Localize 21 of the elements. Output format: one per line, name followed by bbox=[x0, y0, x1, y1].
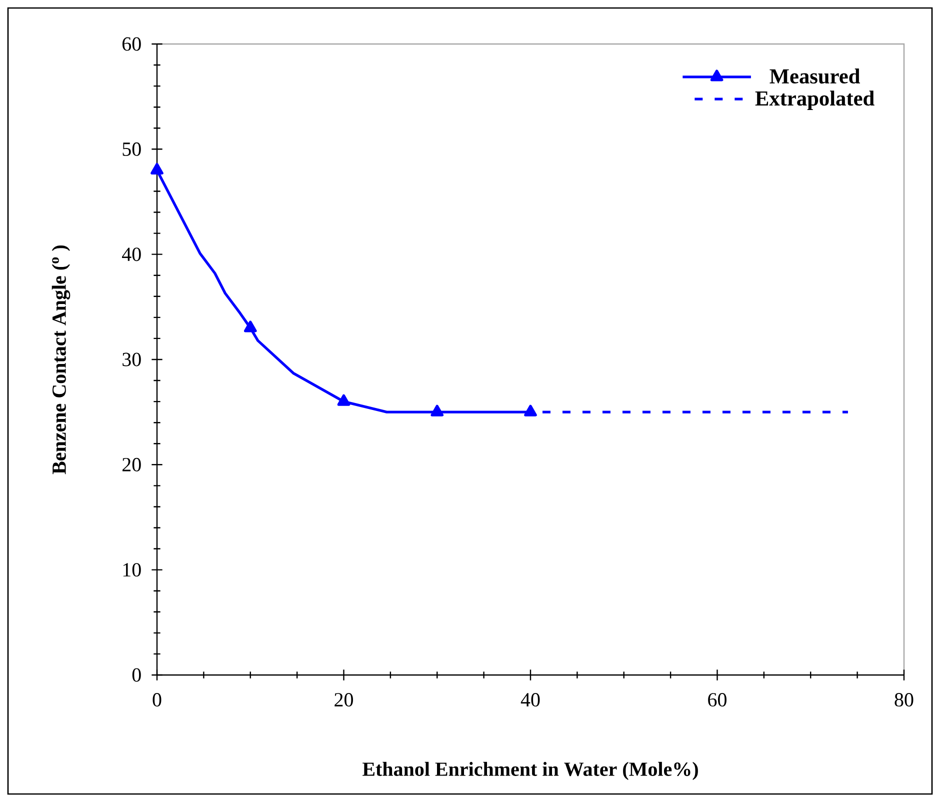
x-tick-label: 0 bbox=[152, 693, 162, 707]
legend-label: Extrapolated bbox=[755, 90, 874, 110]
x-axis-title: Ethanol Enrichment in Water (Mole%) bbox=[362, 762, 698, 780]
point bbox=[337, 394, 350, 406]
x-tick-label: 80 bbox=[894, 693, 914, 707]
x-tick-label: 40 bbox=[520, 693, 540, 707]
point bbox=[524, 404, 537, 416]
y-tick-label: 40 bbox=[122, 248, 141, 262]
y-tick-label: 30 bbox=[122, 352, 141, 366]
y-tick-label: 10 bbox=[123, 563, 141, 577]
y-tick-label: 60 bbox=[122, 37, 141, 51]
point bbox=[244, 320, 257, 332]
y-axis-title: Benzene Contact Angle ($^{o}$ ) bbox=[52, 245, 70, 474]
y-tick-label: 0 bbox=[132, 668, 141, 682]
point bbox=[430, 404, 444, 416]
x-tick-label: 20 bbox=[334, 693, 353, 707]
legend-label: Measured bbox=[770, 68, 860, 84]
x-tick-label: 60 bbox=[708, 693, 726, 707]
point bbox=[150, 162, 164, 174]
y-tick-label: 20 bbox=[122, 458, 141, 472]
y-tick-label: 50 bbox=[122, 142, 141, 156]
